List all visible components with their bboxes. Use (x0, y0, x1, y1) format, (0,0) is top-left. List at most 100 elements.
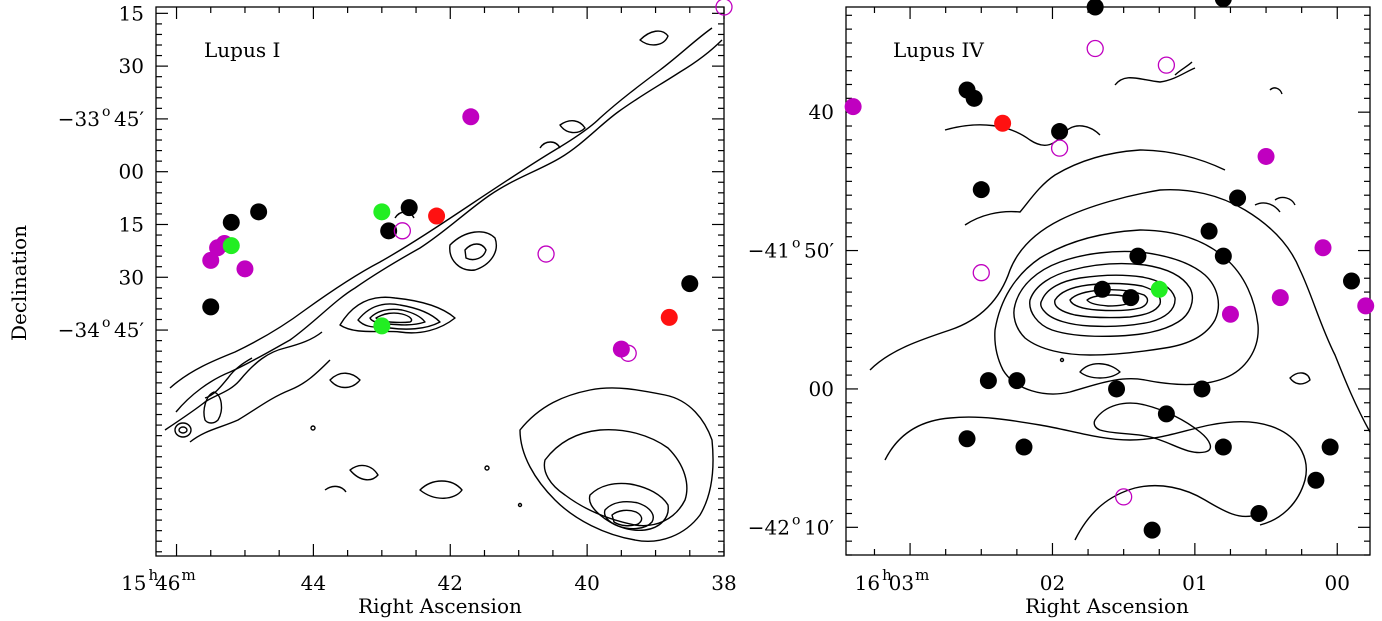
x-axis-label-lupus-iv: Right Ascension (1025, 594, 1189, 618)
x-tick-label: 40 (574, 571, 599, 595)
x-tick-label-minutes: 46 (155, 571, 180, 595)
panel-title-lupus-iv: Lupus IV (893, 38, 984, 62)
black-filled-point (1214, 247, 1232, 265)
black-filled-point (1157, 405, 1175, 423)
black-filled-point (1086, 0, 1104, 16)
black-filled-point (681, 275, 699, 293)
black-filled-point (1321, 438, 1339, 456)
magenta-open-point (1115, 488, 1133, 506)
y-tick-label-arcmin: 50′ (804, 239, 834, 263)
x-tick-label-minutes: 03 (889, 571, 914, 595)
x-axis-label-lupus-i: Right Ascension (358, 594, 522, 618)
black-filled-point (1008, 372, 1026, 390)
black-filled-point (1342, 272, 1360, 290)
y-tick-label-deg-sup: o (792, 512, 800, 528)
points-lupus-iv (844, 0, 1375, 539)
black-filled-point (1108, 380, 1126, 398)
plot-frame-right (845, 6, 1371, 556)
contours-lupus-iv (869, 61, 1371, 541)
black-filled-point (1143, 521, 1161, 539)
y-tick-label: 30 (119, 54, 144, 78)
x-tick-labels-lupus-iv: 16 h03 m 02 01 00 (855, 566, 1350, 595)
points-lupus-i (202, 0, 733, 362)
y-tick-label-arcmin: 45′ (114, 318, 144, 342)
red-filled-point (994, 114, 1012, 132)
black-filled-point (380, 222, 398, 240)
x-tick-label: 01 (1182, 571, 1207, 595)
x-tick-label: 38 (711, 571, 736, 595)
magenta-filled-point (1314, 239, 1332, 257)
panel-title-lupus-i: Lupus I (204, 38, 280, 62)
magenta-filled-point (209, 239, 227, 257)
black-filled-point (1229, 189, 1247, 207)
y-tick-label-arcmin: 10′ (804, 515, 834, 539)
x-tick-label: 44 (301, 571, 326, 595)
magenta-filled-point (1257, 147, 1275, 165)
x-tick-label-hours: 16 (855, 571, 880, 595)
y-axis-label: Declination (7, 225, 31, 341)
magenta-open-point (619, 344, 637, 362)
magenta-open-point (393, 222, 412, 240)
x-tick-label: 00 (1325, 571, 1350, 595)
y-tick-label-degrees: −41 (748, 239, 790, 263)
black-filled-point (972, 181, 990, 199)
x-tick-label-h-sup: h (149, 566, 159, 584)
ticks-lupus-iv (846, 7, 1370, 556)
y-tick-label: 40 (809, 100, 834, 124)
plot-frame-left (155, 6, 725, 557)
black-filled-point (222, 213, 240, 231)
black-filled-point (1193, 380, 1211, 398)
contours-lupus-i (164, 27, 723, 542)
magenta-open-point (1086, 39, 1104, 58)
y-tick-label: 30 (119, 265, 144, 289)
y-tick-label-arcmin: 45′ (114, 107, 144, 131)
black-filled-point (1214, 0, 1232, 8)
magenta-filled-point (202, 251, 220, 269)
red-filled-point (660, 308, 678, 326)
magenta-filled-point (462, 108, 480, 126)
x-tick-label: 02 (1040, 571, 1065, 595)
x-tick-label-hours: 15 (121, 571, 146, 595)
black-filled-point (1214, 438, 1232, 456)
x-tick-label-m-sup: m (182, 566, 196, 584)
black-filled-point (958, 430, 976, 448)
y-tick-label-deg-sup: o (102, 315, 110, 331)
magenta-filled-point (844, 98, 862, 116)
black-filled-point (1122, 289, 1140, 307)
y-tick-label-degrees: −33 (58, 107, 100, 131)
y-tick-label: 00 (809, 377, 834, 401)
x-tick-label: 42 (438, 571, 463, 595)
magenta-open-point (715, 0, 733, 16)
magenta-open-point (537, 245, 555, 263)
green-filled-point (222, 237, 240, 255)
y-tick-label-degrees: −42 (748, 515, 790, 539)
black-filled-point (965, 89, 983, 107)
magenta-open-point (1157, 56, 1176, 74)
black-filled-point (1250, 504, 1268, 522)
black-filled-point (1200, 222, 1218, 240)
x-tick-label-h-sup: h (882, 566, 892, 584)
y-tick-label-deg-sup: o (102, 104, 110, 120)
red-filled-point (428, 207, 446, 225)
black-filled-point (979, 372, 997, 390)
y-tick-label: 15 (119, 1, 144, 25)
magenta-filled-point (1221, 305, 1239, 323)
black-filled-point (1015, 438, 1033, 456)
black-filled-point (1129, 247, 1147, 265)
ticks-lupus-i (156, 7, 725, 556)
black-filled-point (202, 298, 220, 316)
magenta-filled-point (1271, 289, 1289, 307)
magenta-filled-point (1357, 297, 1375, 315)
black-filled-point (1307, 471, 1325, 489)
green-filled-point (373, 317, 391, 335)
y-tick-label-degrees: −34 (58, 318, 100, 342)
black-filled-point (1093, 280, 1111, 298)
y-tick-label: 00 (119, 160, 144, 184)
x-tick-labels-lupus-i: 15 h46 m 44 42 40 38 (121, 566, 737, 595)
y-tick-label-deg-sup: o (792, 236, 800, 252)
